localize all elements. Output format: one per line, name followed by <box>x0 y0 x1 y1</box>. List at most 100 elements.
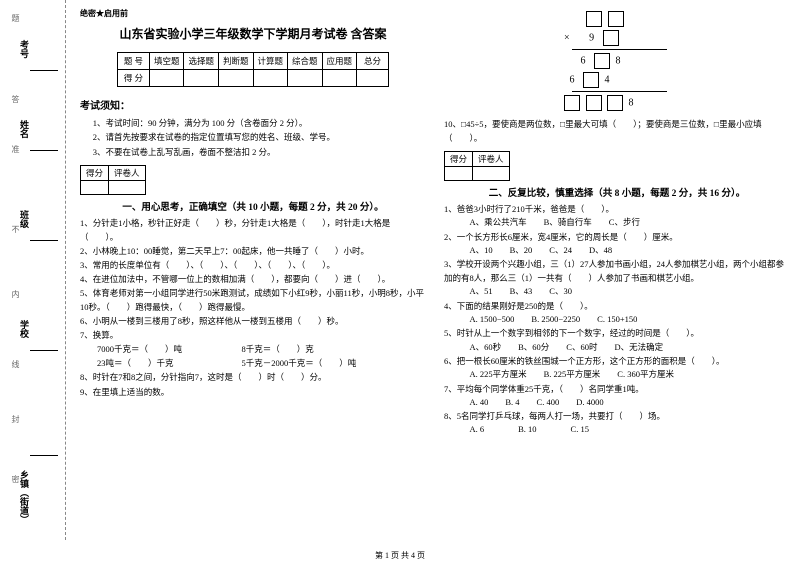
question: 3、常用的长度单位有（ ）、（ ）、（ ）、（ ）、（ ）。 <box>80 258 426 272</box>
th: 综合题 <box>288 53 323 70</box>
bind-underline <box>30 240 58 241</box>
options: A、乘公共汽车 B、骑自行车 C、步行 <box>461 216 790 230</box>
seal-char: 答 <box>10 95 21 105</box>
question: 7、换算。 <box>80 328 426 342</box>
sb-label: 得分 <box>445 152 473 167</box>
box-icon <box>608 11 624 27</box>
seal-char: 准 <box>10 145 21 155</box>
section-1-head: 一、用心思考，正确填空（共 10 小题，每题 2 分，共 20 分）。 <box>80 199 426 213</box>
digit: 8 <box>616 55 624 66</box>
td <box>149 70 184 87</box>
td: 得 分 <box>117 70 149 87</box>
question: 4、在进位加法中，不管哪一位上的数相加满（ ），都要向（ ）进（ ）。 <box>80 272 426 286</box>
dashed-vertical <box>65 0 66 540</box>
sb-cell <box>109 181 146 195</box>
seal-char: 题 <box>10 14 21 24</box>
bind-label-kaohao: 考号 <box>18 40 31 58</box>
options: A. 40 B. 4 C. 400 D. 4000 <box>461 396 790 410</box>
options: A、51 B、43 C、30 <box>461 285 790 299</box>
question: 6、小明从一楼到三楼用了8秒，照这样他从一楼到五楼用（ ）秒。 <box>80 314 426 328</box>
td <box>288 70 323 87</box>
seal-char: 封 <box>10 415 21 425</box>
question: 7、平均每个同学体重25千克，（ ）名同学重1吨。 <box>444 382 790 396</box>
options: A. 6 B. 10 C. 15 <box>461 423 790 437</box>
td <box>357 70 389 87</box>
question: 9、在里填上适当的数。 <box>80 385 426 399</box>
sb-label: 评卷人 <box>109 166 146 181</box>
td <box>253 70 288 87</box>
th: 填空题 <box>149 53 184 70</box>
bind-underline <box>30 150 58 151</box>
th: 计算题 <box>253 53 288 70</box>
bind-underline <box>30 455 58 456</box>
question: 10、□45÷5，要使商是两位数，□里最大可填（ ）；要使商是三位数，□里最小应… <box>444 117 790 145</box>
notice-item: 1、考试时间：90 分钟，满分为 100 分（含卷面分 2 分）。 <box>80 116 426 130</box>
sb-cell <box>81 181 109 195</box>
box-icon <box>603 30 619 46</box>
th: 应用题 <box>322 53 357 70</box>
question: 1、分针走1小格，秒针正好走（ ）秒，分针走1大格是（ ），时针走1大格是（ ）… <box>80 216 426 244</box>
digit: 6 <box>581 55 589 66</box>
bind-underline <box>30 70 58 71</box>
question: 1、爸爸3小时行了210千米，爸爸是（ ）。 <box>444 202 790 216</box>
mult-row: 8 <box>564 95 790 111</box>
question: 8、5名同学打乒乓球，每两人打一场，共要打（ ）场。 <box>444 409 790 423</box>
td <box>322 70 357 87</box>
exam-title: 山东省实验小学三年级数学下学期月考试卷 含答案 <box>80 25 426 42</box>
binding-column: 考号 姓名 班级 学校 乡镇（街道） 题 答 准 不 内 线 封 密 <box>0 0 75 540</box>
question: 8、时针在7和8之间，分针指向7，这时是（ ）时（ ）分。 <box>80 370 426 384</box>
question: 6、把一根长60厘米的铁丝围城一个正方形，这个正方形的面积是（ ）。 <box>444 354 790 368</box>
question: 2、小林晚上10：00睡觉，第二天早上7：00起床，他一共睡了（ ）小时。 <box>80 244 426 258</box>
seal-char: 不 <box>10 225 21 235</box>
right-column: × 9 6 8 6 4 8 10、□45÷5，要使商是两位数，□里最大可填（ ）… <box>444 8 790 437</box>
sb-cell <box>473 167 510 181</box>
section-2-head: 二、反复比较，慎重选择（共 8 小题，每题 2 分，共 16 分）。 <box>444 185 790 199</box>
score-table: 题 号 填空题 选择题 判断题 计算题 综合题 应用题 总分 得 分 <box>117 52 389 87</box>
sb-cell <box>445 167 473 181</box>
notice-heading: 考试须知： <box>80 97 426 112</box>
mult-row: 6 4 <box>564 72 790 88</box>
sb-label: 得分 <box>81 166 109 181</box>
sb-label: 评卷人 <box>473 152 510 167</box>
th: 题 号 <box>117 53 149 70</box>
score-box: 得分评卷人 <box>444 151 510 181</box>
digit: 4 <box>605 74 613 85</box>
options: A、10 B、20 C、24 D、48 <box>461 244 790 258</box>
mult-row: × 9 <box>564 30 790 46</box>
box-icon <box>586 95 602 111</box>
seal-char: 线 <box>10 360 21 370</box>
left-column: 绝密★启用前 山东省实验小学三年级数学下学期月考试卷 含答案 题 号 填空题 选… <box>80 8 426 437</box>
mult-line <box>572 91 667 92</box>
box-icon <box>586 11 602 27</box>
question: 2、一个长方形长6厘米，宽4厘米，它的周长是（ ）厘米。 <box>444 230 790 244</box>
secret-label: 绝密★启用前 <box>80 8 426 19</box>
bind-label-name: 姓名 <box>18 120 31 138</box>
td <box>218 70 253 87</box>
options: A. 1500−500 B. 2500−2250 C. 150+150 <box>461 313 790 327</box>
td <box>184 70 219 87</box>
digit: 9 <box>589 32 597 43</box>
question: 5、体育老师对第一小组同学进行50米跑测试，成绩如下小红9秒，小丽11秒，小明8… <box>80 286 426 314</box>
options: A、60秒 B、60分 C、60时 D、无法确定 <box>461 341 790 355</box>
seal-char: 内 <box>10 290 21 300</box>
page-footer: 第 1 页 共 4 页 <box>0 550 800 561</box>
notice-item: 3、不要在试卷上乱写乱画，卷面不整洁扣 2 分。 <box>80 145 426 159</box>
mult-row: 6 8 <box>564 53 790 69</box>
seal-char: 密 <box>10 475 21 485</box>
question: 7000千克＝（ ）吨 8千克＝（ ）克 <box>80 342 426 356</box>
box-icon <box>564 95 580 111</box>
table-row: 得 分 <box>117 70 388 87</box>
bind-underline <box>30 350 58 351</box>
question: 4、下面的结果刚好是250的是（ ）。 <box>444 299 790 313</box>
multiplication-diagram: × 9 6 8 6 4 8 <box>564 11 790 111</box>
digit: 6 <box>570 74 578 85</box>
notice-item: 2、请首先按要求在试卷的指定位置填写您的姓名、班级、学号。 <box>80 130 426 144</box>
score-box: 得分评卷人 <box>80 165 146 195</box>
th: 判断题 <box>218 53 253 70</box>
digit: 8 <box>629 97 637 108</box>
question: 23吨＝（ ）千克 5千克－2000千克＝（ ）吨 <box>80 356 426 370</box>
th: 选择题 <box>184 53 219 70</box>
page-content: 绝密★启用前 山东省实验小学三年级数学下学期月考试卷 含答案 题 号 填空题 选… <box>80 8 790 437</box>
bind-label-school: 学校 <box>18 320 31 338</box>
box-icon <box>607 95 623 111</box>
